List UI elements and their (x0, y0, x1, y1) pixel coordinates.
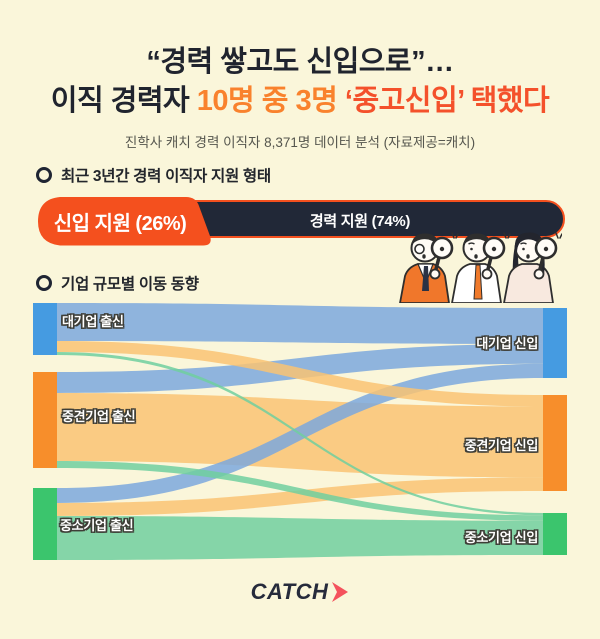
sankey-label-mid-origin: 중견기업 출신 (62, 409, 136, 424)
sankey-label-large-origin: 대기업 출신 (62, 314, 124, 329)
title-part-orange: 10명 중 3명 (196, 85, 345, 117)
new-hire-apply-bar-segment (38, 197, 211, 246)
sankey-node-R1 (543, 308, 567, 378)
page-title-line2: 이직 경력자 10명 중 3명 ‘중고신입’ 택했다 (0, 85, 600, 118)
company-size-sankey-chart (33, 303, 567, 560)
sankey-flow-L2-R3 (57, 461, 543, 521)
sankey-node-L2 (33, 372, 57, 468)
sankey-label-large-newhire: 대기업 신입 (476, 336, 538, 351)
glasses-icon (414, 243, 425, 255)
experienced-apply-bar-segment (150, 200, 565, 238)
sankey-flow-L3-R3 (57, 516, 543, 560)
catch-logo: CATCH (0, 579, 600, 605)
person-orange-suit (399, 232, 459, 303)
new-hire-apply-label: 신입 지원 (26%) (53, 213, 187, 235)
title-part-red: ‘중고신입’ 택했다 (344, 85, 550, 117)
sankey-label-mid-newhire: 중견기업 신입 (464, 438, 539, 453)
sankey-flow-L1-R2 (57, 341, 543, 407)
sankey-node-R3 (543, 513, 567, 555)
section-apply-type-heading: 최근 3년간 경력 이직자 지원 형태 (36, 164, 271, 186)
catch-logo-text: CATCH (250, 579, 329, 604)
page-title-line1: “경력 쌓고도 신입으로”… (146, 46, 454, 78)
section-movement-heading: 기업 규모별 이동 동향 (36, 272, 199, 294)
catch-logo-arrow-icon (332, 582, 349, 602)
section-bullet-icon (36, 275, 52, 291)
section-title: 기업 규모별 이동 동향 (61, 276, 199, 293)
person-woman (503, 232, 562, 303)
sankey-label-small-origin: 중소기업 출신 (60, 518, 134, 533)
experienced-apply-label: 경력 지원 (74%) (309, 213, 411, 230)
section-bullet-icon (36, 167, 52, 183)
sankey-node-L1 (33, 303, 57, 355)
people-with-magnifiers-illustration (399, 232, 562, 303)
sankey-flow-L3-R2 (57, 477, 543, 516)
sankey-flow-L1-R3 (57, 352, 543, 516)
section-title: 최근 3년간 경력 이직자 지원 형태 (61, 168, 271, 185)
title-part-dark: 이직 경력자 (50, 85, 197, 117)
person-orange-tie (451, 232, 511, 303)
sankey-node-R2 (543, 395, 567, 491)
subtitle: 진학사 캐치 경력 이직자 8,371명 데이터 분석 (자료제공=캐치) (124, 135, 476, 150)
sankey-label-small-newhire: 중소기업 신입 (464, 530, 539, 545)
sankey-flow-L1-R1 (57, 303, 543, 344)
new-hire-segment-shape (38, 197, 211, 246)
sankey-node-L3 (33, 488, 57, 560)
